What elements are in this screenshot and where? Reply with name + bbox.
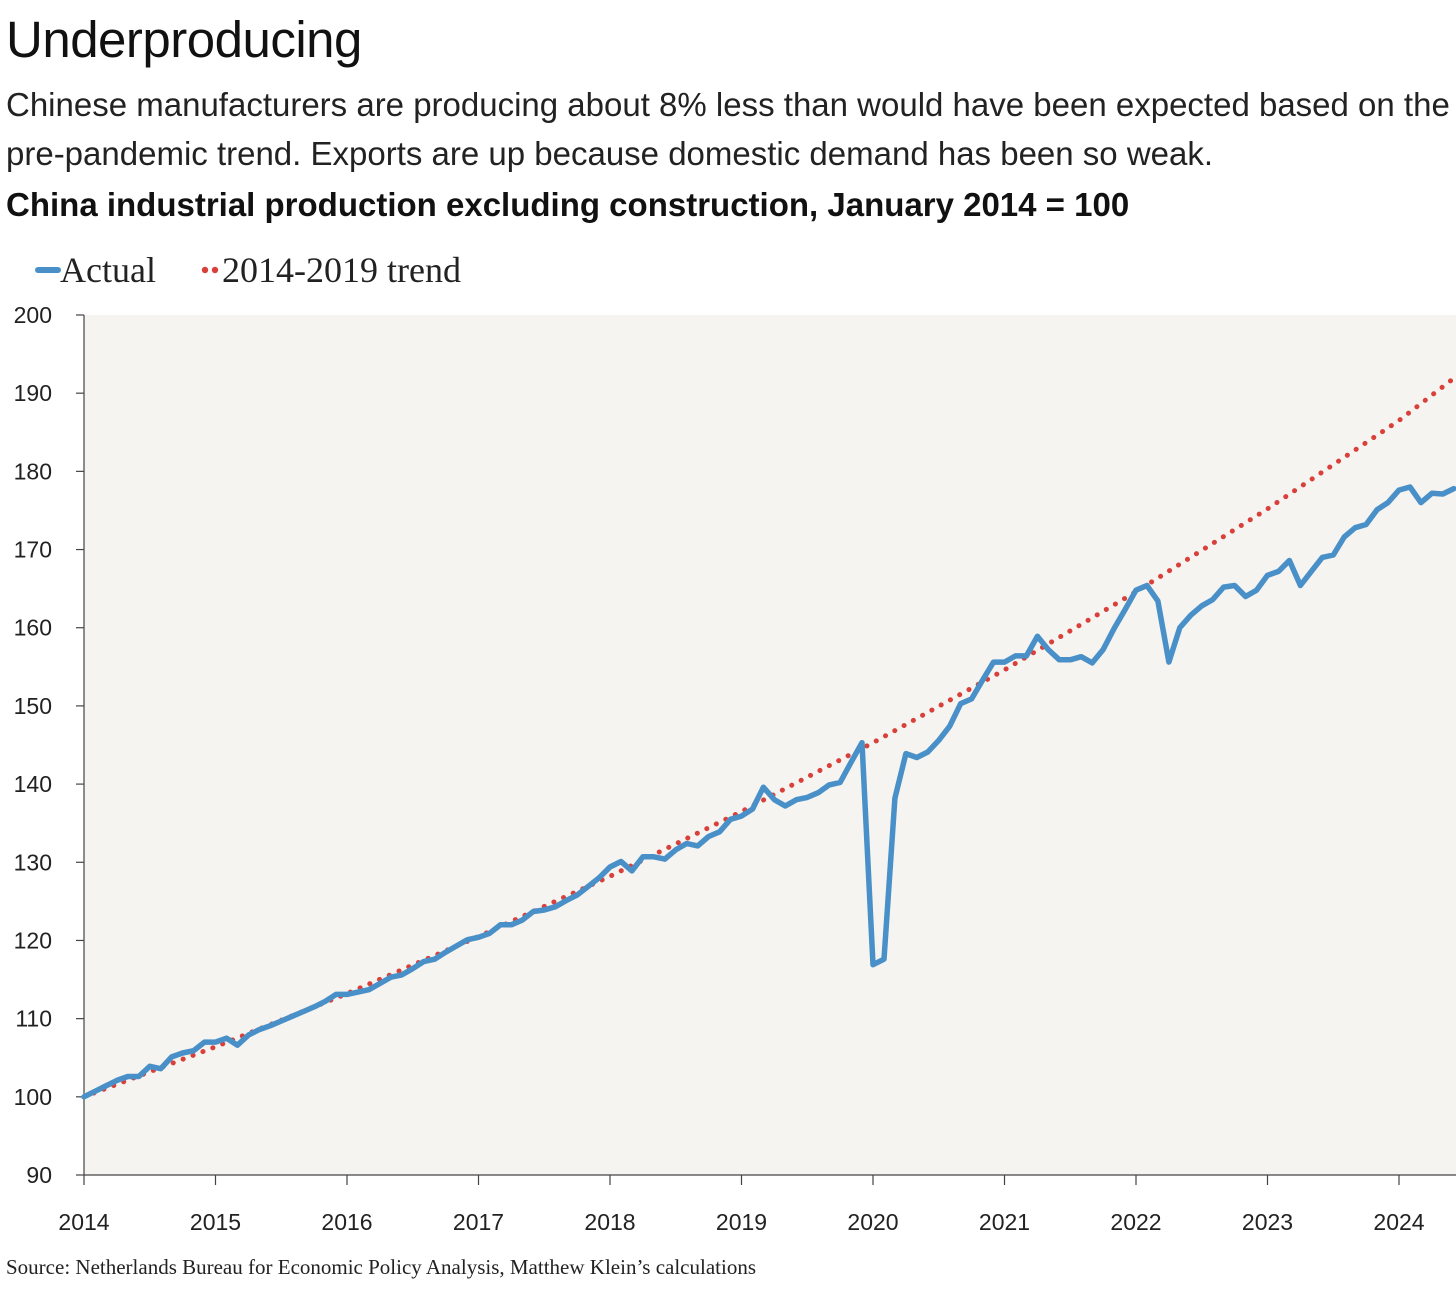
plot-area (84, 315, 1456, 1175)
chart-main-title: Underproducing (6, 11, 362, 68)
y-tick-label: 140 (14, 771, 52, 797)
y-tick-label: 170 (14, 537, 52, 563)
legend-swatch-trend (201, 266, 219, 274)
legend-trend-dot (201, 266, 209, 274)
y-tick-label: 90 (26, 1162, 52, 1188)
legend: Actual 2014-2019 trend (35, 250, 461, 290)
legend-label-actual: Actual (60, 250, 156, 290)
y-tick-label: 180 (14, 458, 52, 484)
x-tick-label: 2014 (58, 1209, 109, 1235)
actual-line (81, 484, 1456, 1100)
y-tick-label: 110 (15, 1006, 52, 1032)
axes (83, 315, 1456, 1176)
y-tick-label: 100 (14, 1084, 52, 1110)
y-tick-label: 160 (14, 615, 52, 641)
x-axis-ticks: 2014 2015 2016 2017 2018 2019 2020 2021 2022 2023… (58, 1175, 1425, 1235)
x-tick-label: 2024 (1373, 1209, 1424, 1235)
chart-subtitle: Chinese manufacturers are producing abou… (6, 86, 1450, 172)
x-tick-label: 2023 (1242, 1209, 1293, 1235)
x-tick-label: 2017 (453, 1209, 504, 1235)
series-actual (81, 484, 1456, 1100)
y-axis-ticks: 90 100 110 120 130 140 150 160 170 180 190 200 (14, 302, 84, 1188)
x-tick-label: 2021 (979, 1209, 1030, 1235)
y-tick-label: 190 (14, 380, 52, 406)
x-tick-label: 2015 (190, 1209, 241, 1235)
y-tick-label: 120 (14, 927, 52, 953)
chart-title: China industrial production excluding co… (6, 186, 1130, 223)
y-tick-label: 150 (14, 693, 52, 719)
x-tick-label: 2019 (716, 1209, 767, 1235)
x-tick-label: 2022 (1110, 1209, 1161, 1235)
y-tick-label: 130 (14, 849, 52, 875)
y-tick-label: 200 (14, 302, 52, 328)
x-tick-label: 2020 (847, 1209, 898, 1235)
x-tick-label: 2018 (584, 1209, 635, 1235)
legend-trend-dot (211, 266, 219, 274)
source-note: Source: Netherlands Bureau for Economic … (6, 1255, 756, 1279)
legend-label-trend: 2014-2019 trend (222, 250, 461, 290)
x-tick-label: 2016 (321, 1209, 372, 1235)
